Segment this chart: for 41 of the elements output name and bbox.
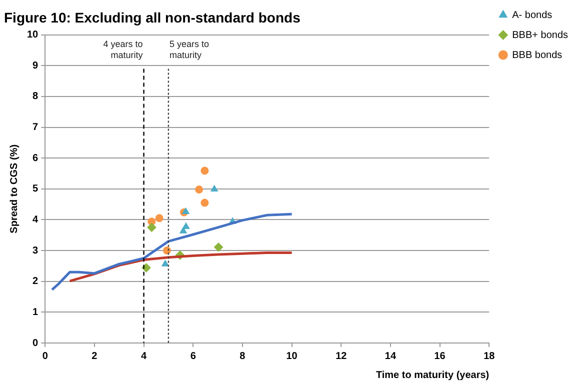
point [162, 246, 171, 255]
x-tick-label: 18 [484, 350, 496, 362]
y-tick-label: 1 [32, 306, 39, 318]
y-tick-label: 6 [32, 152, 39, 164]
x-tick-label: 16 [434, 350, 446, 362]
y-axis-title: Spread to CGS (%) [8, 144, 20, 234]
legend-label: A- bonds [512, 10, 552, 21]
x-tick-label: 14 [384, 350, 396, 362]
x-tick-label: 12 [336, 350, 348, 362]
x-tick-label: 2 [92, 350, 98, 362]
point [182, 208, 190, 214]
y-tick-label: 10 [27, 30, 39, 41]
legend-label: BBB bonds [512, 50, 562, 61]
ref-line-label: 4 years to maturity [103, 38, 144, 60]
y-tick-label: 0 [32, 338, 39, 349]
y-tick-label: 4 [32, 214, 39, 226]
point [195, 186, 204, 194]
point [182, 222, 190, 230]
chart-title: Figure 10: Excluding all non-standard bonds [4, 9, 301, 26]
y-tick-label: 5 [32, 184, 39, 195]
y-tick-label: 7 [32, 122, 39, 134]
point [200, 166, 209, 175]
x-tick-label: 0 [42, 350, 48, 362]
x-tick-label: 8 [240, 350, 246, 362]
x-tick-label: 4 [141, 350, 148, 362]
point [200, 198, 209, 207]
y-tick-label: 9 [32, 60, 39, 72]
point [147, 222, 156, 232]
point [210, 185, 218, 192]
point [180, 227, 187, 234]
ref-line-label: 5 years to maturity [169, 38, 209, 60]
x-axis-title: Time to maturity (years) [376, 370, 490, 381]
legend-label: BBB+ bonds [512, 30, 568, 41]
y-tick-label: 2 [32, 276, 39, 288]
point [214, 242, 224, 252]
point [155, 214, 164, 222]
x-tick-label: 6 [190, 350, 196, 362]
x-tick-label: 10 [286, 350, 298, 362]
y-tick-label: 8 [32, 91, 39, 102]
point [162, 260, 169, 266]
y-tick-label: 3 [32, 245, 39, 256]
